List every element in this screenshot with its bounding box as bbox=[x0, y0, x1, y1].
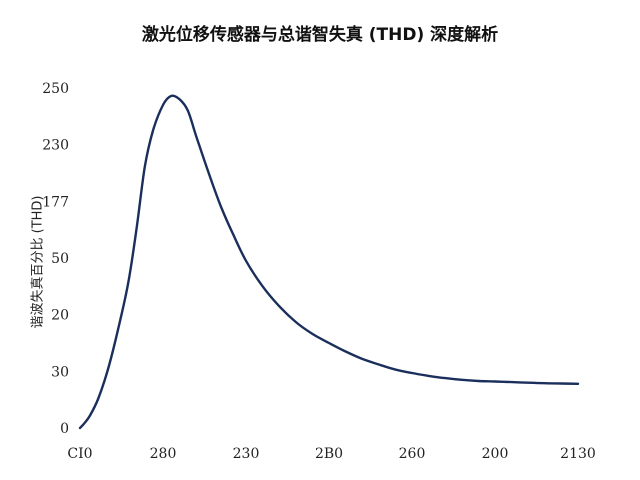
x-tick-label: 230 bbox=[233, 446, 260, 462]
x-tick-label: 260 bbox=[399, 446, 426, 462]
x-tick-label: 280 bbox=[150, 446, 177, 462]
x-axis-ticks: CI0 280 230 2B0 260 200 2130 bbox=[67, 446, 595, 462]
y-tick-label: 0 bbox=[60, 421, 69, 437]
chart-title: 激光位移传感器与总谐智失真 (THD) 深度解析 bbox=[141, 25, 499, 45]
y-tick-label: 50 bbox=[51, 251, 69, 267]
y-tick-label: 230 bbox=[42, 138, 69, 154]
y-tick-label: 20 bbox=[51, 308, 69, 324]
y-tick-label: 177 bbox=[42, 194, 69, 210]
y-tick-label: 250 bbox=[42, 81, 69, 97]
series-line bbox=[78, 94, 580, 430]
y-axis-ticks: 0 30 20 50 177 230 250 bbox=[42, 81, 69, 437]
x-tick-label: CI0 bbox=[67, 446, 92, 462]
y-tick-label: 30 bbox=[51, 364, 69, 380]
series-layer bbox=[78, 94, 580, 430]
x-tick-label: 2B0 bbox=[315, 446, 343, 462]
x-tick-label: 200 bbox=[482, 446, 509, 462]
x-tick-label: 2130 bbox=[560, 446, 596, 462]
